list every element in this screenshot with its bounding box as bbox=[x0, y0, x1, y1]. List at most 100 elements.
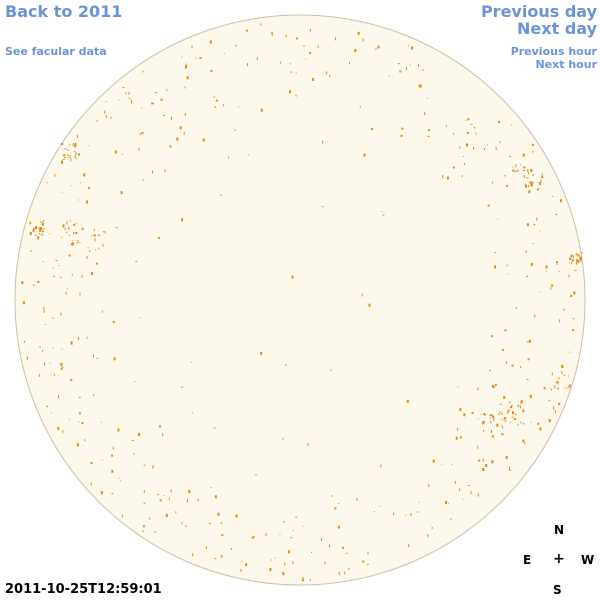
compass-east-label: E bbox=[523, 553, 532, 567]
facular-spot bbox=[309, 578, 311, 581]
previous-day-link[interactable]: Previous day bbox=[480, 2, 597, 21]
facular-spot bbox=[550, 286, 552, 290]
facular-spot bbox=[406, 66, 407, 70]
facular-spot bbox=[72, 143, 74, 147]
facular-spot bbox=[78, 396, 81, 398]
facular-spot bbox=[69, 235, 70, 236]
facular-spot bbox=[75, 158, 77, 160]
facular-spot bbox=[452, 132, 454, 135]
facular-spot bbox=[114, 150, 117, 154]
facular-spot bbox=[511, 416, 514, 418]
facular-spot bbox=[131, 439, 134, 441]
facular-spot bbox=[81, 422, 84, 424]
facular-spot bbox=[467, 485, 470, 486]
facular-spot bbox=[190, 361, 192, 363]
facular-spot bbox=[487, 204, 490, 207]
facular-spot bbox=[501, 425, 502, 427]
facular-spot bbox=[179, 126, 182, 130]
facular-spot bbox=[541, 176, 543, 178]
facular-spot bbox=[205, 546, 207, 550]
facular-spot bbox=[181, 218, 183, 222]
facular-spot bbox=[500, 419, 502, 420]
facular-spot bbox=[537, 188, 539, 191]
next-day-link[interactable]: Next day bbox=[517, 19, 597, 38]
facular-spot bbox=[58, 395, 60, 399]
facular-spot bbox=[367, 551, 369, 555]
facular-spot bbox=[503, 396, 506, 399]
facular-spot bbox=[523, 166, 526, 169]
facular-spot bbox=[163, 495, 165, 496]
facular-spot bbox=[486, 144, 488, 146]
facular-spot bbox=[170, 489, 172, 493]
facular-spot bbox=[30, 250, 32, 253]
facular-spot bbox=[528, 185, 530, 188]
facular-spot bbox=[165, 514, 168, 517]
facular-spot bbox=[471, 412, 474, 414]
see-facular-data-link[interactable]: See facular data bbox=[5, 45, 107, 58]
facular-spot bbox=[329, 544, 330, 548]
facular-spot bbox=[528, 339, 531, 343]
facular-spot bbox=[520, 366, 522, 368]
facular-spot bbox=[260, 108, 263, 112]
observation-timestamp: 2011-10-25T12:59:01 bbox=[5, 582, 162, 597]
facular-spot bbox=[510, 406, 513, 409]
facular-spot bbox=[76, 240, 79, 242]
facular-spot bbox=[445, 501, 448, 504]
facular-spot bbox=[199, 57, 202, 60]
facular-spot bbox=[70, 341, 73, 345]
facular-spot bbox=[311, 552, 312, 553]
facular-spot bbox=[35, 226, 37, 229]
facular-spot bbox=[157, 494, 160, 496]
facular-spot bbox=[138, 147, 140, 151]
facular-spot bbox=[295, 72, 297, 74]
facular-spot bbox=[39, 346, 41, 348]
facular-spot bbox=[569, 257, 572, 260]
facular-spot bbox=[93, 229, 95, 232]
facular-spot bbox=[482, 458, 484, 462]
facular-spot bbox=[128, 91, 130, 95]
facular-spot bbox=[556, 380, 558, 383]
facular-spot bbox=[517, 405, 519, 407]
facular-spot bbox=[71, 273, 73, 276]
facular-spot bbox=[33, 284, 35, 287]
facular-spot bbox=[512, 169, 515, 172]
facular-spot bbox=[151, 102, 154, 105]
facular-spot bbox=[579, 256, 582, 260]
facular-spot bbox=[38, 373, 40, 377]
facular-spot bbox=[557, 381, 559, 385]
facular-spot bbox=[155, 92, 158, 94]
facular-spot bbox=[462, 498, 464, 500]
facular-spot bbox=[533, 224, 536, 226]
facular-spot bbox=[296, 37, 298, 40]
facular-spot bbox=[505, 361, 507, 364]
facular-spot bbox=[554, 410, 556, 414]
previous-hour-link[interactable]: Previous hour bbox=[510, 45, 597, 58]
facular-spot bbox=[142, 530, 144, 533]
facular-spot bbox=[518, 170, 520, 172]
facular-spot bbox=[532, 173, 534, 176]
facular-spot bbox=[86, 256, 88, 259]
facular-spot bbox=[483, 429, 485, 432]
facular-spot bbox=[295, 516, 298, 518]
facular-spot bbox=[86, 336, 88, 339]
facular-spot bbox=[74, 145, 77, 148]
facular-spot bbox=[42, 228, 45, 230]
facular-spot bbox=[499, 403, 502, 405]
facular-spot bbox=[545, 265, 548, 269]
facular-spot bbox=[507, 409, 510, 412]
next-hour-link[interactable]: Next hour bbox=[535, 58, 598, 71]
facular-spot bbox=[217, 512, 220, 516]
facular-spot bbox=[61, 143, 64, 145]
facular-spot bbox=[29, 223, 31, 225]
facular-spot bbox=[79, 241, 81, 243]
facular-spot bbox=[511, 404, 513, 407]
back-to-year-link[interactable]: Back to 2011 bbox=[5, 2, 123, 21]
facular-spot bbox=[492, 384, 494, 388]
facular-spot bbox=[41, 349, 43, 352]
facular-spot bbox=[488, 370, 491, 372]
facular-spot bbox=[514, 170, 517, 172]
facular-spot bbox=[356, 498, 358, 501]
facular-spot bbox=[77, 134, 78, 138]
facular-spot bbox=[564, 387, 566, 389]
compass-south-label: S bbox=[553, 583, 562, 597]
